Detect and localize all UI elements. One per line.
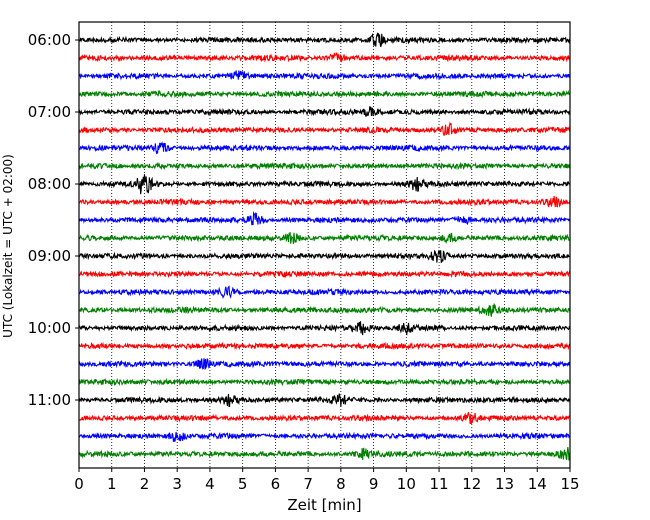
plot-frame bbox=[78, 21, 571, 469]
x-tick-label-14: 14 bbox=[528, 475, 547, 493]
seismic-trace-3 bbox=[78, 89, 571, 99]
seismic-trace-0 bbox=[78, 31, 571, 47]
x-tick-label-4: 4 bbox=[205, 475, 215, 493]
seismic-trace-19 bbox=[78, 377, 571, 387]
seismic-trace-1 bbox=[78, 52, 571, 63]
seismic-trace-7 bbox=[78, 161, 571, 171]
x-axis-label: Zeit [min] bbox=[287, 496, 361, 514]
y-tick-label-11:00: 11:00 bbox=[28, 391, 71, 409]
x-tick-label-1: 1 bbox=[107, 475, 117, 493]
y-tick-label-09:00: 09:00 bbox=[28, 247, 71, 265]
x-tick-label-2: 2 bbox=[140, 475, 150, 493]
seismic-trace-9 bbox=[78, 196, 571, 208]
x-tick-label-7: 7 bbox=[303, 475, 313, 493]
y-tick-label-06:00: 06:00 bbox=[28, 31, 71, 49]
trace-group bbox=[78, 31, 571, 461]
seismic-trace-8 bbox=[78, 174, 571, 195]
y-tick-label-08:00: 08:00 bbox=[28, 175, 71, 193]
seismic-trace-2 bbox=[78, 70, 571, 81]
x-tick-label-9: 9 bbox=[369, 475, 379, 493]
axis-ticks: 0 1 2 3 4 5 6 7 8 9 10 11 12 13 14 1506:0007:0008:0009:… bbox=[28, 31, 580, 493]
seismic-trace-6 bbox=[78, 140, 571, 155]
seismic-trace-20 bbox=[78, 393, 571, 408]
seismic-trace-10 bbox=[78, 210, 571, 226]
seismic-trace-23 bbox=[78, 447, 571, 461]
x-tick-label-13: 13 bbox=[495, 475, 514, 493]
x-tick-label-11: 11 bbox=[430, 475, 449, 493]
seismic-trace-12 bbox=[78, 249, 571, 264]
x-tick-label-3: 3 bbox=[172, 475, 182, 493]
y-tick-label-10:00: 10:00 bbox=[28, 319, 71, 337]
x-tick-label-15: 15 bbox=[560, 475, 579, 493]
x-tick-label-0: 0 bbox=[74, 475, 84, 493]
seismic-trace-18 bbox=[78, 358, 571, 370]
seismic-trace-22 bbox=[78, 431, 571, 443]
x-tick-label-10: 10 bbox=[397, 475, 416, 493]
x-tick-label-6: 6 bbox=[271, 475, 281, 493]
y-axis-label: UTC (Lokalzeit = UTC + 02:00) bbox=[1, 154, 15, 338]
x-tick-label-12: 12 bbox=[462, 475, 481, 493]
x-tick-label-5: 5 bbox=[238, 475, 248, 493]
seismic-trace-17 bbox=[78, 341, 571, 351]
seismic-trace-13 bbox=[78, 269, 571, 279]
seismic-trace-4 bbox=[78, 106, 571, 118]
vertical-grid bbox=[111, 22, 538, 468]
seismic-trace-15 bbox=[79, 303, 571, 317]
seismic-trace-21 bbox=[78, 411, 571, 425]
seismic-trace-11 bbox=[78, 231, 571, 245]
y-tick-label-07:00: 07:00 bbox=[28, 103, 71, 121]
seismic-trace-5 bbox=[78, 121, 571, 136]
x-tick-label-8: 8 bbox=[336, 475, 346, 493]
seismic-trace-14 bbox=[78, 285, 571, 299]
seismic-trace-16 bbox=[78, 321, 571, 336]
